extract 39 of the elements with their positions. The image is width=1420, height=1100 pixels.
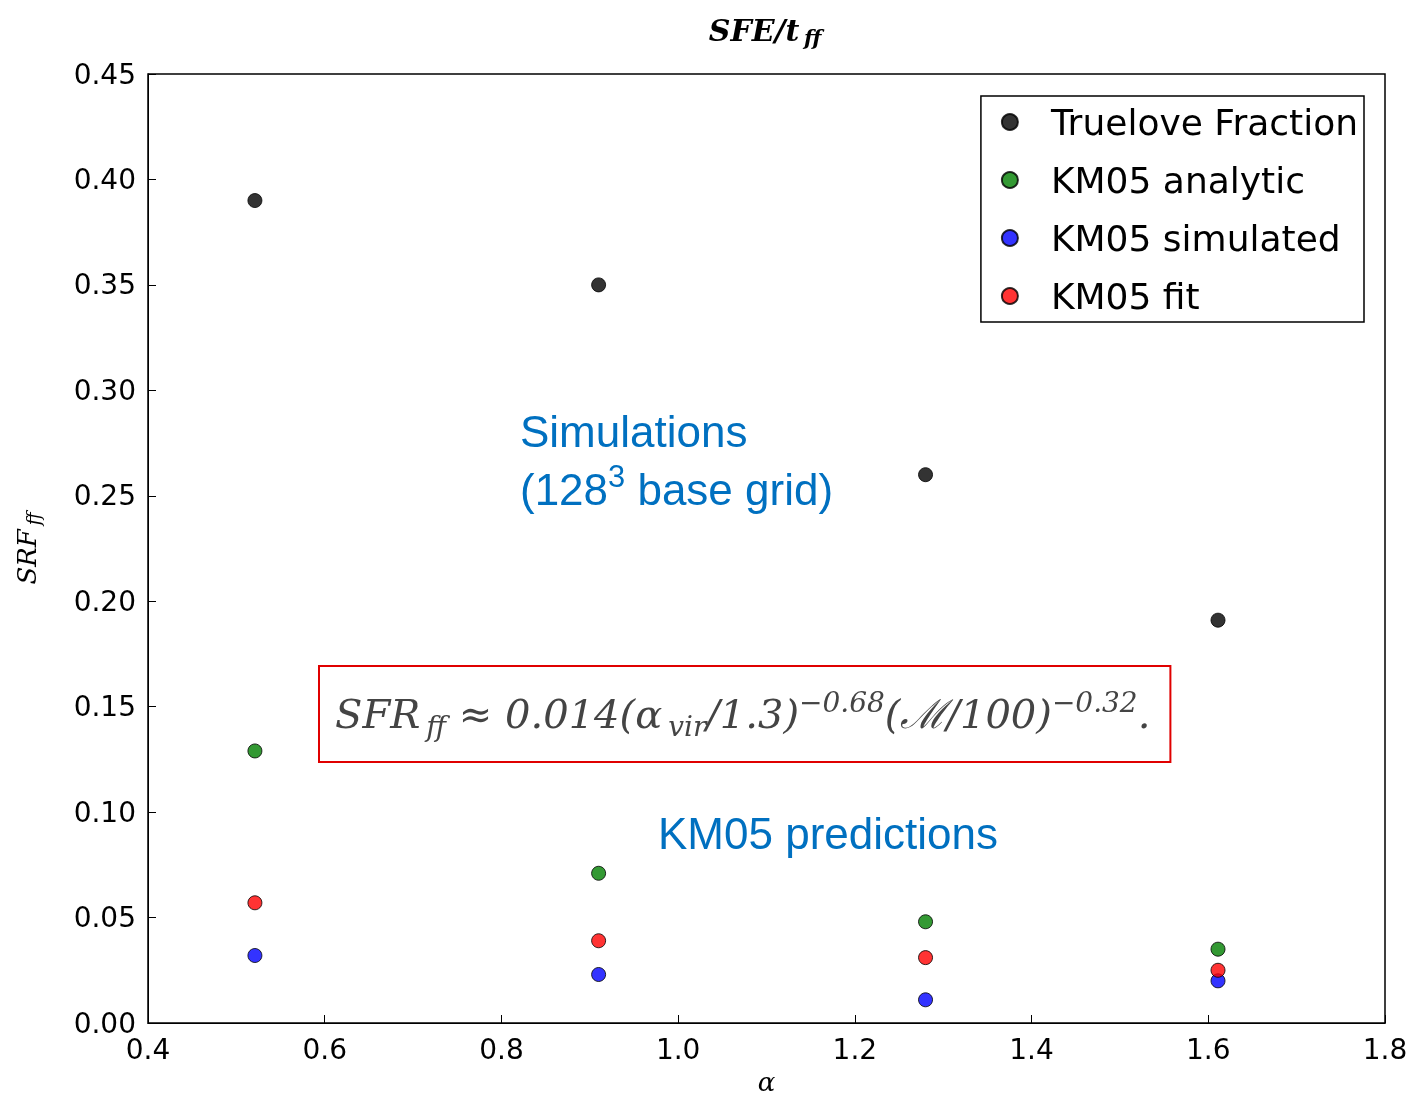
point (591, 967, 607, 982)
point (247, 895, 263, 911)
y-tick-label: 0.25 (73, 479, 136, 513)
x-tick-label: 0.6 (302, 1032, 347, 1066)
legend-label: KM05 simulated (1050, 217, 1341, 259)
legend-label: Truelove Fraction (1049, 101, 1358, 143)
y-tick-label: 0.10 (73, 795, 136, 829)
x-tick-label: 0.8 (479, 1032, 524, 1066)
point (591, 277, 607, 293)
x-tick-label: 1.2 (832, 1032, 878, 1066)
point (918, 992, 934, 1008)
point (1210, 612, 1226, 628)
point (918, 467, 934, 483)
point (591, 933, 607, 949)
x-tick-label: 1.8 (1362, 1032, 1408, 1066)
point (918, 950, 934, 966)
x-tick-label: 1.0 (655, 1032, 701, 1066)
point (1210, 941, 1226, 957)
x-tick-label: 1.6 (1186, 1032, 1231, 1066)
y-axis-title: SRFff (12, 509, 44, 585)
x-tick-label: 1.4 (1009, 1032, 1054, 1066)
y-tick-label: 0.30 (73, 373, 136, 407)
y-tick-label: 0.15 (73, 690, 136, 724)
y-tick-label: 0.05 (73, 901, 136, 935)
legend-label: KM05 analytic (1050, 159, 1305, 201)
y-tick-label: 0.35 (73, 268, 136, 302)
y-tick-label: 0.40 (73, 162, 136, 196)
legend-label: KM05 fit (1050, 275, 1200, 317)
y-tick-label: 0.45 (73, 57, 136, 91)
annotation: KM05 predictions (658, 809, 998, 859)
x-tick-label: 0.4 (125, 1032, 171, 1066)
point (247, 193, 263, 209)
point (591, 865, 607, 881)
x-axis-title: α (757, 1067, 776, 1097)
y-tick-label: 0.20 (73, 584, 136, 618)
point (247, 743, 263, 759)
point (247, 948, 263, 964)
point (1210, 962, 1226, 978)
point (918, 914, 934, 930)
